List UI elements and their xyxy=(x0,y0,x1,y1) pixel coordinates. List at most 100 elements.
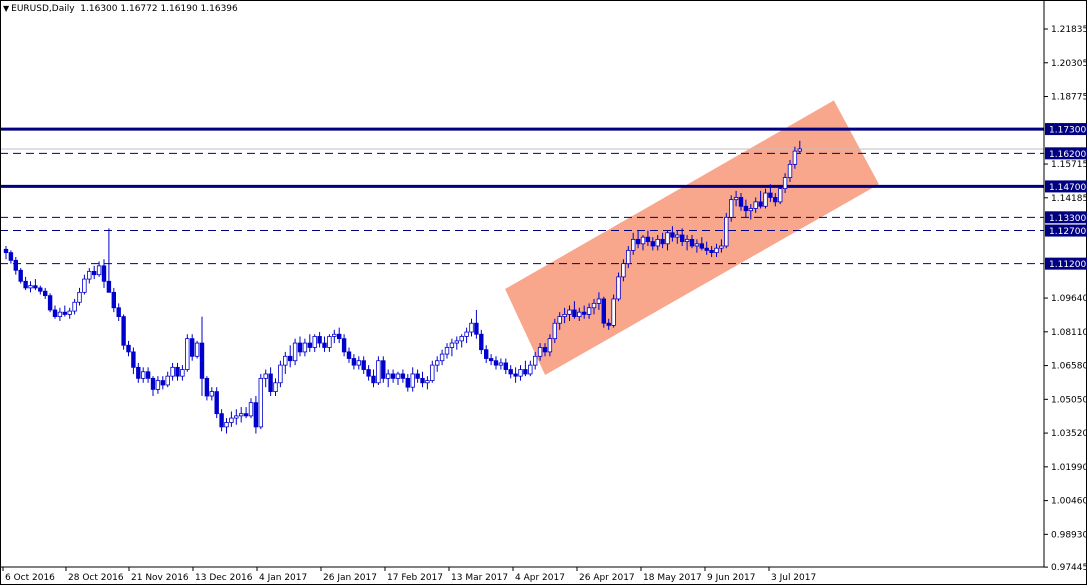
candle-body xyxy=(434,360,440,366)
dropdown-triangle-icon[interactable]: ▼ xyxy=(3,4,10,13)
level-price-label: 1.14700 xyxy=(1049,183,1086,193)
time-tick-label: 13 Dec 2016 xyxy=(195,573,253,583)
candle-body xyxy=(488,358,494,362)
candle-body xyxy=(738,197,744,207)
candle-body xyxy=(586,307,592,315)
price-tick-label: 0.97445 xyxy=(1051,563,1087,573)
candle-body xyxy=(689,238,695,247)
level-price-label: 1.17300 xyxy=(1049,126,1086,136)
candle-body xyxy=(82,278,87,293)
price-tick-label: 1.18775 xyxy=(1051,93,1087,103)
candle-body xyxy=(248,402,254,417)
candle-body xyxy=(395,373,401,379)
candle-body xyxy=(273,382,278,393)
candle-body xyxy=(312,336,317,348)
candle-body xyxy=(782,177,788,190)
candle-body xyxy=(797,148,802,152)
level-price-badge xyxy=(1045,257,1087,270)
candle-body xyxy=(655,238,660,247)
candle-body xyxy=(224,422,229,428)
candle-body xyxy=(778,188,783,203)
candle-body xyxy=(253,402,259,428)
candle-body xyxy=(385,373,391,379)
candle-body xyxy=(640,236,646,245)
candle-body xyxy=(493,360,499,366)
candle-body xyxy=(513,373,518,377)
candle-body xyxy=(626,250,631,265)
candle-body xyxy=(547,338,553,353)
price-tick-label: 1.05050 xyxy=(1051,395,1087,405)
candle-body xyxy=(106,280,112,293)
candle-body xyxy=(508,369,513,375)
candle-body xyxy=(136,366,141,379)
candle-body xyxy=(332,333,337,337)
candle-body xyxy=(209,391,214,397)
candle-body xyxy=(336,333,342,340)
candle-body xyxy=(542,347,548,353)
candle-body xyxy=(67,310,72,315)
candle-body xyxy=(302,342,308,353)
ohlc-values: 1.16300 1.16772 1.16190 1.16396 xyxy=(80,4,238,14)
candle-body xyxy=(729,199,734,218)
level-price-label: 1.16200 xyxy=(1049,150,1086,160)
candle-body xyxy=(498,362,504,366)
candle-body xyxy=(13,259,18,271)
candle-body xyxy=(165,375,170,386)
candle-body xyxy=(733,197,739,201)
price-tick-label: 1.09640 xyxy=(1051,294,1087,304)
level-price-badge xyxy=(1045,123,1087,136)
candle-body xyxy=(469,322,474,333)
candle-body xyxy=(87,270,92,280)
candle-body xyxy=(263,373,268,379)
candle-body xyxy=(425,380,430,384)
candle-body xyxy=(523,369,528,375)
candle-body xyxy=(753,201,758,209)
candle-body xyxy=(714,247,719,254)
candle-body xyxy=(175,366,180,377)
candle-body xyxy=(150,377,156,390)
candle-body xyxy=(454,340,459,344)
candle-body xyxy=(773,197,778,203)
candle-body xyxy=(709,250,714,254)
candle-body xyxy=(787,163,793,179)
candle-body xyxy=(155,380,161,390)
time-tick-label: 4 Jan 2017 xyxy=(259,573,307,583)
candle-body xyxy=(665,232,670,245)
price-tick-label: 1.08110 xyxy=(1051,328,1087,338)
candle-body xyxy=(621,263,626,278)
candle-body xyxy=(631,238,636,251)
candle-body xyxy=(268,373,273,393)
candle-body xyxy=(577,311,582,317)
time-tick-label: 26 Apr 2017 xyxy=(579,573,635,583)
candle-body xyxy=(131,351,136,368)
candle-body xyxy=(518,369,523,377)
candle-body xyxy=(479,333,484,351)
candle-body xyxy=(101,265,107,282)
candle-body xyxy=(366,369,371,377)
candle-body xyxy=(47,295,53,311)
candle-body xyxy=(121,316,126,346)
candle-body xyxy=(768,192,773,198)
price-tick-label: 1.06580 xyxy=(1051,362,1087,372)
level-price-badge xyxy=(1045,224,1087,237)
candle-body xyxy=(189,338,195,357)
candle-body xyxy=(464,331,469,337)
candle-body xyxy=(214,391,219,415)
candle-body xyxy=(724,216,729,247)
candle-body xyxy=(557,316,562,324)
candle-body xyxy=(8,252,14,261)
candle-body xyxy=(591,302,597,309)
time-tick-label: 6 Oct 2016 xyxy=(5,573,55,583)
price-tick-label: 1.14185 xyxy=(1051,194,1087,204)
candle-body xyxy=(601,298,606,324)
candle-body xyxy=(185,338,190,370)
candle-body xyxy=(528,364,533,375)
candle-body xyxy=(356,360,361,366)
candle-body xyxy=(238,413,244,417)
level-price-label: 1.12700 xyxy=(1049,227,1086,237)
candle-body xyxy=(28,285,33,289)
candle-body xyxy=(297,342,303,353)
time-tick-label: 21 Nov 2016 xyxy=(131,573,189,583)
candle-body xyxy=(145,371,151,379)
